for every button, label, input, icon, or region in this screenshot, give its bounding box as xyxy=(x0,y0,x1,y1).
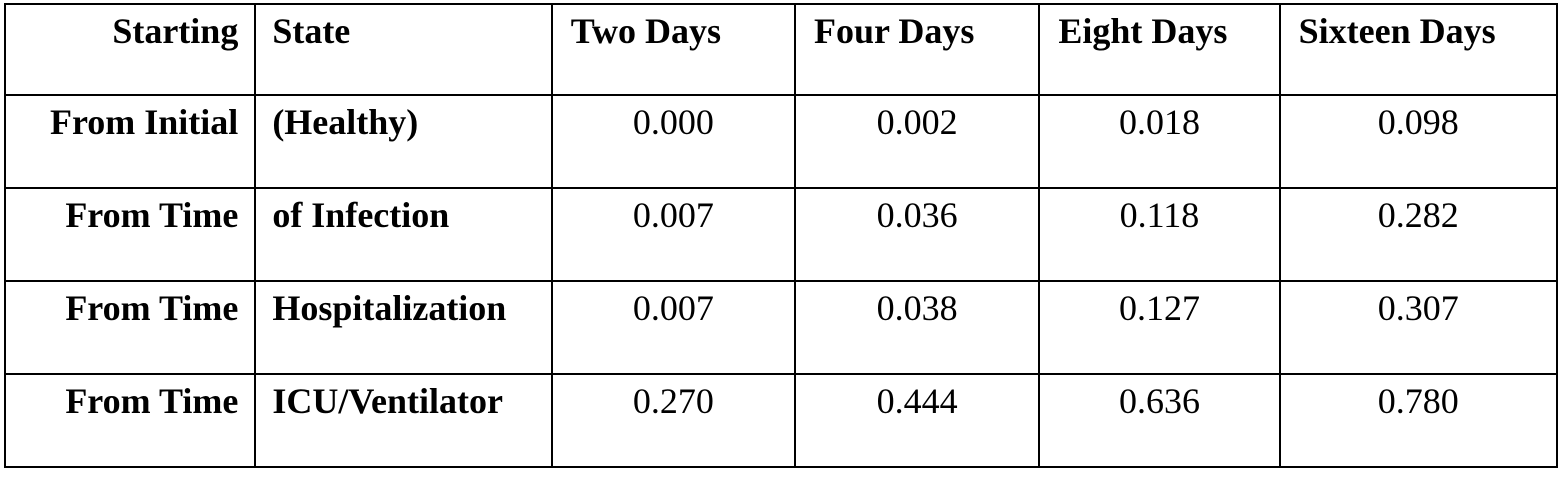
header-four-days-label: Four Days xyxy=(814,11,975,51)
table-row: From Time ICU/Ventilator 0.270 0.444 0.6… xyxy=(3,373,1559,468)
value-eight-days: 0.018 xyxy=(1118,102,1200,142)
row-starting-label: From Time xyxy=(65,195,239,235)
row-state-cell: (Healthy) xyxy=(254,94,553,189)
table-row: From Time Hospitalization 0.007 0.038 0.… xyxy=(3,280,1559,375)
value-two-days: 0.000 xyxy=(632,102,714,142)
table-row: From Initial (Healthy) 0.000 0.002 0.018… xyxy=(3,94,1559,189)
value-cell: 0.270 xyxy=(550,373,797,468)
row-state-cell: ICU/Ventilator xyxy=(254,373,553,468)
row-state-label: (Healthy) xyxy=(272,102,419,142)
value-eight-days: 0.118 xyxy=(1119,195,1200,235)
row-starting-label: From Time xyxy=(65,288,239,328)
row-starting-label: From Initial xyxy=(49,102,239,142)
row-state-cell: of Infection xyxy=(254,187,553,282)
row-starting-cell: From Time xyxy=(3,187,257,282)
value-cell: 0.282 xyxy=(1278,187,1559,282)
value-cell: 0.098 xyxy=(1278,94,1559,189)
header-two-days: Two Days xyxy=(550,3,797,96)
row-starting-cell: From Time xyxy=(3,280,257,375)
row-starting-label: From Time xyxy=(65,381,239,421)
header-eight-days-label: Eight Days xyxy=(1058,11,1228,51)
row-state-cell: Hospitalization xyxy=(254,280,553,375)
value-four-days: 0.002 xyxy=(876,102,958,142)
probability-table: Starting State Two Days Four Days Eight … xyxy=(3,3,1559,468)
value-cell: 0.002 xyxy=(793,94,1041,189)
value-four-days: 0.038 xyxy=(876,288,958,328)
header-starting-label: Starting xyxy=(112,11,239,51)
row-state-label: Hospitalization xyxy=(272,288,507,328)
value-cell: 0.000 xyxy=(550,94,797,189)
header-state-label: State xyxy=(272,11,351,51)
value-sixteen-days: 0.282 xyxy=(1377,195,1459,235)
row-starting-cell: From Time xyxy=(3,373,257,468)
row-state-label: ICU/Ventilator xyxy=(272,381,503,421)
value-four-days: 0.444 xyxy=(876,381,958,421)
header-sixteen-days-label: Sixteen Days xyxy=(1298,11,1496,51)
value-cell: 0.007 xyxy=(550,280,797,375)
value-cell: 0.307 xyxy=(1278,280,1559,375)
row-state-label: of Infection xyxy=(272,195,450,235)
value-two-days: 0.007 xyxy=(632,288,714,328)
value-two-days: 0.007 xyxy=(632,195,714,235)
header-state: State xyxy=(254,3,553,96)
table-row: From Time of Infection 0.007 0.036 0.118… xyxy=(3,187,1559,282)
value-cell: 0.444 xyxy=(793,373,1041,468)
value-eight-days: 0.636 xyxy=(1118,381,1200,421)
value-four-days: 0.036 xyxy=(876,195,958,235)
header-starting: Starting xyxy=(3,3,257,96)
value-cell: 0.636 xyxy=(1038,373,1281,468)
value-sixteen-days: 0.098 xyxy=(1377,102,1459,142)
value-cell: 0.018 xyxy=(1038,94,1281,189)
value-cell: 0.007 xyxy=(550,187,797,282)
value-cell: 0.036 xyxy=(793,187,1041,282)
header-four-days: Four Days xyxy=(793,3,1041,96)
value-sixteen-days: 0.780 xyxy=(1377,381,1459,421)
table-header-row: Starting State Two Days Four Days Eight … xyxy=(3,3,1559,96)
value-cell: 0.780 xyxy=(1278,373,1559,468)
header-two-days-label: Two Days xyxy=(570,11,722,51)
value-two-days: 0.270 xyxy=(632,381,714,421)
value-eight-days: 0.127 xyxy=(1118,288,1200,328)
value-cell: 0.118 xyxy=(1038,187,1281,282)
header-sixteen-days: Sixteen Days xyxy=(1278,3,1559,96)
header-eight-days: Eight Days xyxy=(1038,3,1281,96)
row-starting-cell: From Initial xyxy=(3,94,257,189)
value-sixteen-days: 0.307 xyxy=(1377,288,1459,328)
value-cell: 0.127 xyxy=(1038,280,1281,375)
value-cell: 0.038 xyxy=(793,280,1041,375)
